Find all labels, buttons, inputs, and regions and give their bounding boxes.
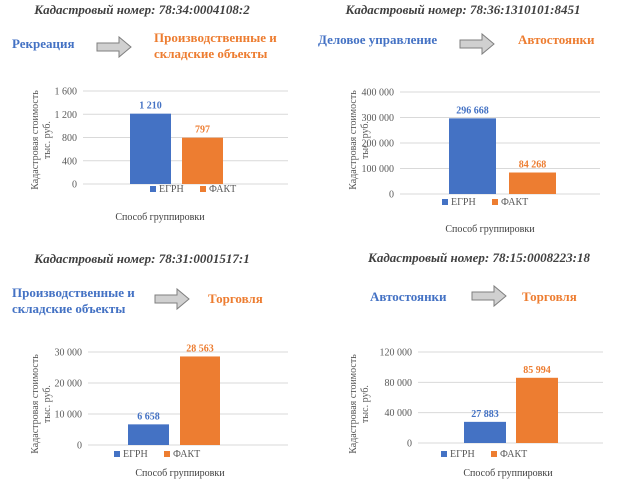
legend-label-egrn: ЕГРН xyxy=(451,197,476,208)
to-category-label: Торговля xyxy=(208,291,263,306)
bar-fact xyxy=(182,137,223,184)
y-tick-label: 0 xyxy=(407,439,412,450)
bar-fact xyxy=(180,356,220,445)
from-category-label: Производственные и xyxy=(12,285,135,300)
legend-label-fact: ФАКТ xyxy=(209,184,236,195)
y-tick-label: 0 xyxy=(77,441,82,452)
legend-swatch-egrn xyxy=(150,186,156,192)
legend-label-egrn: ЕГРН xyxy=(159,184,184,195)
y-tick-label: 30 000 xyxy=(55,348,83,359)
x-axis-label: Способ группировки xyxy=(445,224,535,235)
bar-fact xyxy=(509,172,556,194)
bar-value-label: 1 210 xyxy=(139,101,162,112)
bar-egrn xyxy=(449,118,496,194)
y-tick-label: 400 000 xyxy=(362,88,395,99)
legend-label-fact: ФАКТ xyxy=(173,449,200,460)
y-tick-label: 800 xyxy=(62,133,77,144)
bar-egrn xyxy=(464,421,506,443)
bar-fact xyxy=(516,377,558,443)
y-axis-label: Кадастровая стоимость xyxy=(348,90,359,190)
right-arrow-icon-3 xyxy=(154,287,190,311)
legend-label-egrn: ЕГРН xyxy=(123,449,148,460)
from-category-label: складские объекты xyxy=(12,301,125,316)
x-axis-label: Способ группировки xyxy=(135,468,225,479)
bar-egrn xyxy=(128,424,169,445)
y-axis-label: Кадастровая стоимость xyxy=(30,90,41,190)
chart-panel-4: Кадастровый номер: 78:15:0008223:18 Автос… xyxy=(348,250,603,479)
legend-swatch-fact xyxy=(491,451,497,457)
bar-egrn xyxy=(130,113,171,184)
chart-heading: Кадастровый номер: 78:31:0001517:1 xyxy=(33,251,249,266)
y-tick-label: 10 000 xyxy=(55,410,83,421)
y-tick-label: 20 000 xyxy=(55,379,83,390)
right-arrow-icon-2 xyxy=(459,32,495,56)
chart-panel-1: Кадастровый номер: 78:34:0004108:2 Рекреа… xyxy=(12,2,288,223)
legend-swatch-egrn xyxy=(441,451,447,457)
bar-value-label: 296 668 xyxy=(456,105,489,116)
bar-value-label: 6 658 xyxy=(137,411,160,422)
y-tick-label: 40 000 xyxy=(385,408,413,419)
chart-heading: Кадастровый номер: 78:15:0008223:18 xyxy=(367,250,590,265)
bar-value-label: 27 883 xyxy=(471,409,499,420)
x-axis-label: Способ группировки xyxy=(463,468,553,479)
y-axis-label: Кадастровая стоимость xyxy=(348,354,359,454)
bar-value-label: 797 xyxy=(195,125,210,136)
to-category-label: Торговля xyxy=(522,289,577,304)
y-tick-label: 1 600 xyxy=(55,87,78,98)
y-tick-label: 200 000 xyxy=(362,139,395,150)
y-axis-label: тыс. руб. xyxy=(360,121,371,159)
y-tick-label: 100 000 xyxy=(362,164,395,175)
chart-panel-2: Кадастровый номер: 78:36:1310101:8451 Дел… xyxy=(318,2,600,235)
y-tick-label: 0 xyxy=(389,190,394,201)
x-axis-label: Способ группировки xyxy=(115,212,205,223)
y-axis-label: Кадастровая стоимость xyxy=(30,354,41,454)
to-category-label: Производственные и xyxy=(154,30,277,45)
right-arrow-icon-4 xyxy=(471,284,507,308)
right-arrow-icon-1 xyxy=(96,35,132,59)
legend-swatch-fact xyxy=(492,199,498,205)
legend-label-fact: ФАКТ xyxy=(501,197,528,208)
y-tick-label: 120 000 xyxy=(380,348,413,359)
legend-swatch-egrn xyxy=(114,451,120,457)
y-axis-label: тыс. руб. xyxy=(360,385,371,423)
y-axis-label: тыс. руб. xyxy=(42,121,53,159)
chart-panel-3: Кадастровый номер: 78:31:0001517:1 Произв… xyxy=(12,251,288,479)
y-tick-label: 1 200 xyxy=(55,110,78,121)
chart-heading: Кадастровый номер: 78:36:1310101:8451 xyxy=(345,2,581,17)
legend-label-egrn: ЕГРН xyxy=(450,449,475,460)
bar-value-label: 28 563 xyxy=(186,343,214,354)
bar-value-label: 84 268 xyxy=(519,160,547,171)
legend-swatch-fact xyxy=(164,451,170,457)
chart-heading: Кадастровый номер: 78:34:0004108:2 xyxy=(33,2,250,17)
y-tick-label: 80 000 xyxy=(385,378,413,389)
from-category-label: Автостоянки xyxy=(370,289,447,304)
from-category-label: Рекреация xyxy=(12,36,75,51)
bar-value-label: 85 994 xyxy=(523,365,551,376)
y-tick-label: 300 000 xyxy=(362,113,395,124)
from-category-label: Деловое управление xyxy=(318,32,437,47)
y-tick-label: 400 xyxy=(62,156,77,167)
to-category-label: Автостоянки xyxy=(518,32,595,47)
y-axis-label: тыс. руб. xyxy=(42,385,53,423)
y-tick-label: 0 xyxy=(72,180,77,191)
legend-label-fact: ФАКТ xyxy=(500,449,527,460)
to-category-label: складские объекты xyxy=(154,46,267,61)
legend-swatch-fact xyxy=(200,186,206,192)
legend-swatch-egrn xyxy=(442,199,448,205)
